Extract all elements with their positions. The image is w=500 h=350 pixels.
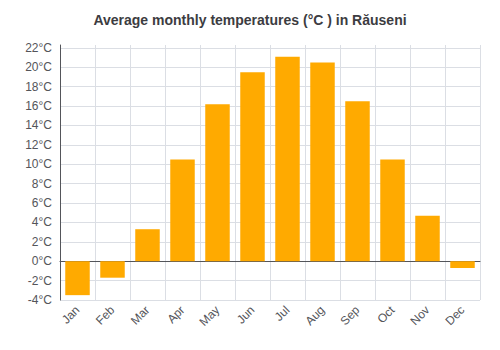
svg-text:6°C: 6°C [32,196,52,210]
svg-text:22°C: 22°C [25,41,52,55]
svg-text:Dec: Dec [442,303,467,328]
svg-text:16°C: 16°C [25,99,52,113]
svg-text:20°C: 20°C [25,60,52,74]
svg-text:8°C: 8°C [32,177,52,191]
svg-text:Feb: Feb [93,303,118,328]
svg-text:14°C: 14°C [25,118,52,132]
svg-text:Oct: Oct [374,303,398,327]
svg-text:Mar: Mar [128,303,153,327]
svg-text:4°C: 4°C [32,215,52,229]
svg-text:-4°C: -4°C [28,293,52,307]
svg-text:Aug: Aug [302,303,327,328]
svg-text:Sep: Sep [337,303,362,328]
svg-text:May: May [197,303,223,329]
svg-text:18°C: 18°C [25,80,52,94]
svg-text:Jan: Jan [59,303,83,327]
svg-text:12°C: 12°C [25,138,52,152]
svg-text:Apr: Apr [164,303,187,326]
svg-text:-2°C: -2°C [28,274,52,288]
svg-text:Nov: Nov [407,303,432,328]
svg-text:2°C: 2°C [32,235,52,249]
svg-text:Jun: Jun [234,303,258,327]
svg-text:Average monthly temperatures (: Average monthly temperatures (°C ) in Ră… [93,12,406,28]
svg-text:10°C: 10°C [25,157,52,171]
svg-text:0°C: 0°C [32,254,52,268]
svg-text:Jul: Jul [272,303,293,324]
